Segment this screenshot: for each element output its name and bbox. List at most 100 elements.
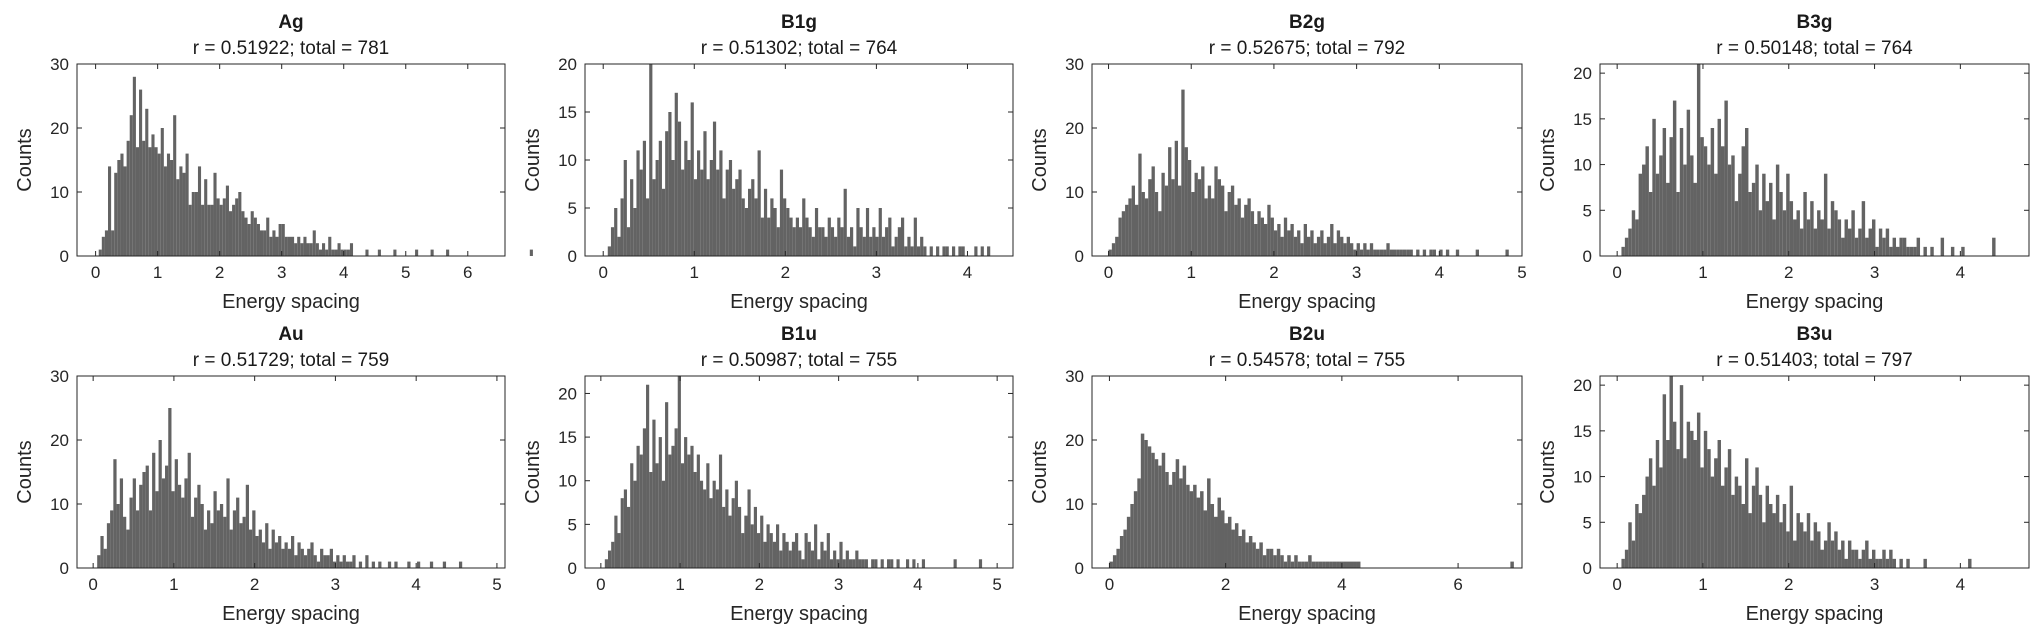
histogram-bar bbox=[265, 523, 269, 568]
histogram-bar bbox=[1885, 228, 1890, 256]
histogram-bar bbox=[1796, 513, 1800, 568]
histogram-bar bbox=[891, 246, 895, 256]
histogram-bar bbox=[1197, 179, 1202, 256]
panel-title: B1g bbox=[781, 12, 817, 33]
histogram-bar bbox=[1184, 147, 1188, 256]
histogram-bar bbox=[1311, 561, 1316, 568]
histogram-bar bbox=[1189, 491, 1194, 568]
histogram-bar bbox=[1290, 561, 1295, 568]
histogram-bar bbox=[1803, 192, 1807, 256]
histogram-bar bbox=[681, 169, 685, 256]
histogram-bar bbox=[808, 227, 812, 256]
histogram-bar bbox=[242, 516, 246, 568]
histogram-bar bbox=[1257, 211, 1261, 256]
histogram-bar bbox=[1930, 246, 1934, 256]
histogram-bar bbox=[834, 236, 838, 256]
histogram-bar bbox=[1700, 467, 1704, 568]
histogram-bar bbox=[132, 76, 136, 256]
histogram-bar bbox=[649, 64, 653, 256]
histogram-bar bbox=[1200, 491, 1204, 568]
histogram-bar bbox=[1745, 128, 1749, 256]
histogram-bar bbox=[1690, 155, 1694, 256]
histogram-bar bbox=[623, 489, 628, 568]
histogram-bar bbox=[845, 550, 849, 568]
histogram-bar bbox=[1714, 458, 1718, 568]
histogram-bar bbox=[287, 236, 291, 256]
y-tick-label: 0 bbox=[568, 559, 577, 578]
histogram-bar bbox=[281, 224, 285, 256]
histogram-bar bbox=[907, 236, 911, 256]
histogram-bar bbox=[1717, 440, 1721, 568]
histogram-bar bbox=[1755, 467, 1759, 568]
histogram-bar bbox=[1844, 219, 1848, 256]
histogram-bar bbox=[677, 376, 681, 568]
histogram-bar bbox=[604, 559, 608, 568]
histogram-bar bbox=[747, 489, 751, 568]
histogram-panel-au: 0 1 2 3 4 5 0 10 20 30 Au r = 0.51729; total = 759 E… bbox=[14, 324, 506, 625]
histogram-bar bbox=[123, 166, 127, 256]
histogram-bar bbox=[1240, 217, 1245, 256]
histogram-bar bbox=[611, 541, 615, 568]
histogram-bar bbox=[1356, 243, 1360, 256]
histogram-bar bbox=[1648, 192, 1653, 256]
histogram-bar bbox=[269, 236, 273, 256]
histogram-bar bbox=[1707, 164, 1711, 256]
histogram-bar bbox=[238, 192, 242, 256]
histogram-bar bbox=[802, 198, 806, 256]
histogram-bar bbox=[885, 227, 889, 256]
x-tick-label: 2 bbox=[250, 575, 259, 594]
histogram-bar bbox=[1151, 166, 1155, 256]
histogram-bar bbox=[1727, 449, 1732, 568]
histogram-bars bbox=[98, 76, 533, 256]
histogram-bar bbox=[1204, 198, 1208, 256]
histogram-bar bbox=[1803, 531, 1807, 568]
histogram-bar bbox=[284, 542, 288, 568]
histogram-bar bbox=[1648, 458, 1653, 568]
histogram-bar bbox=[287, 548, 291, 568]
histogram-bar bbox=[322, 243, 326, 256]
histogram-bar bbox=[1266, 548, 1270, 568]
histogram-bar bbox=[119, 478, 124, 568]
histogram-bar bbox=[1294, 555, 1298, 568]
histogram-bar bbox=[1247, 198, 1251, 256]
histogram-bar bbox=[1940, 237, 1945, 256]
histogram-bar bbox=[1679, 385, 1684, 568]
histogram-bar bbox=[1782, 210, 1787, 256]
histogram-bar bbox=[300, 548, 304, 568]
histogram-bar bbox=[1164, 185, 1169, 256]
histogram-bar bbox=[1645, 146, 1649, 256]
panel-title: B2u bbox=[1289, 324, 1325, 345]
histogram-bar bbox=[945, 246, 949, 256]
histogram-bar bbox=[253, 217, 257, 256]
histogram-bar bbox=[284, 236, 288, 256]
histogram-bar bbox=[108, 166, 112, 256]
x-tick-label: 2 bbox=[781, 263, 790, 282]
histogram-bar bbox=[281, 548, 285, 568]
histogram-bar bbox=[111, 230, 115, 256]
y-tick-label: 30 bbox=[50, 367, 69, 386]
histogram-bar bbox=[129, 115, 133, 256]
histogram-bar bbox=[1683, 164, 1687, 256]
histogram-bar bbox=[785, 541, 789, 568]
histogram-bar bbox=[633, 480, 637, 568]
histogram-bar bbox=[836, 559, 840, 568]
histogram-bar bbox=[168, 408, 172, 568]
histogram-bar bbox=[170, 160, 174, 256]
histogram-bar bbox=[1323, 243, 1327, 256]
axis-box bbox=[76, 63, 506, 257]
histogram-bar bbox=[1762, 522, 1766, 568]
panel-title: B3g bbox=[1797, 12, 1833, 33]
histogram-bar bbox=[203, 529, 208, 568]
y-tick-label: 15 bbox=[558, 103, 577, 122]
histogram-bar bbox=[856, 208, 860, 256]
histogram-bar bbox=[633, 208, 637, 256]
histogram-bar bbox=[271, 529, 275, 568]
histogram-bar bbox=[1714, 173, 1718, 256]
histogram-bar bbox=[278, 536, 282, 568]
histogram-bar bbox=[1304, 561, 1309, 568]
histogram-bar bbox=[245, 484, 250, 568]
y-axis-label: Counts bbox=[522, 440, 544, 503]
histogram-bar bbox=[458, 561, 463, 568]
y-tick-label: 20 bbox=[558, 55, 577, 74]
histogram-bar bbox=[693, 472, 697, 568]
